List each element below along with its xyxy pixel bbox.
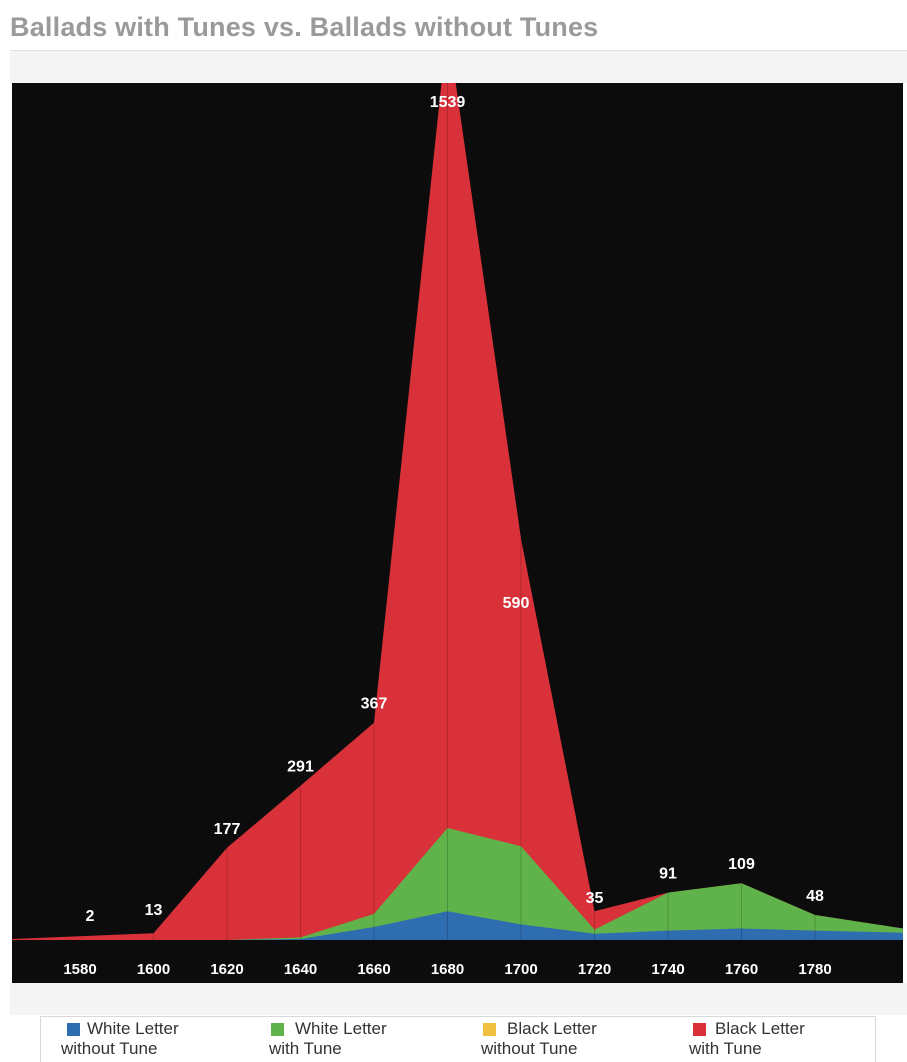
data-label: 2 <box>86 908 95 925</box>
x-tick-label: 1660 <box>357 961 390 978</box>
data-label: 367 <box>361 696 388 713</box>
legend-swatch-black-letter-without-tune <box>483 1023 496 1036</box>
area-chart: 1580 1600 1620 1640 1660 1680 1700 1720 1740 1760… <box>12 83 903 983</box>
legend: White Letter without Tune White Letter wit… <box>40 1016 876 1062</box>
legend-swatch-white-letter-with-tune <box>271 1023 284 1036</box>
legend-label-line1: Black Letter <box>715 1019 805 1038</box>
data-label: 13 <box>145 902 163 919</box>
legend-item-white-letter-with-tune[interactable]: White Letter with Tune <box>269 1019 469 1059</box>
x-tick-label: 1680 <box>431 961 464 978</box>
x-tick-label: 1580 <box>63 961 96 978</box>
legend-label-line1: White Letter <box>295 1019 387 1038</box>
data-label: 48 <box>806 888 824 905</box>
legend-item-black-letter-with-tune[interactable]: Black Letter with Tune <box>689 1019 889 1059</box>
area-white-letter-without-tune[interactable] <box>12 911 903 940</box>
area-black-letter-with-tune[interactable] <box>12 83 903 940</box>
data-label: 291 <box>287 759 314 776</box>
data-labels: 2 13 177 291 367 1539 590 35 91 109 48 <box>86 94 824 925</box>
chart-top-band <box>10 51 907 83</box>
x-tick-label: 1720 <box>578 961 611 978</box>
legend-swatch-black-letter-with-tune <box>693 1023 706 1036</box>
legend-item-black-letter-without-tune[interactable]: Black Letter without Tune <box>481 1019 681 1059</box>
legend-label-line2: without Tune <box>481 1039 578 1058</box>
data-label: 590 <box>503 595 530 612</box>
x-tick-label: 1600 <box>137 961 170 978</box>
data-label: 177 <box>214 821 241 838</box>
x-tick-label: 1640 <box>284 961 317 978</box>
legend-label-line2: with Tune <box>689 1039 762 1058</box>
series-areas <box>12 83 903 940</box>
data-label: 109 <box>728 856 755 873</box>
legend-label-line2: without Tune <box>61 1039 158 1058</box>
x-tick-label: 1740 <box>651 961 684 978</box>
legend-swatch-white-letter-without-tune <box>67 1023 80 1036</box>
x-tick-label: 1620 <box>210 961 243 978</box>
x-axis-ticks: 1580 1600 1620 1640 1660 1680 1700 1720 1740 1760… <box>63 961 831 978</box>
chart-bottom-band <box>10 983 907 1015</box>
x-tick-label: 1700 <box>504 961 537 978</box>
title-divider <box>10 50 907 51</box>
x-tick-label: 1780 <box>798 961 831 978</box>
chart-title: Ballads with Tunes vs. Ballads without T… <box>10 12 599 42</box>
data-label: 1539 <box>430 94 466 111</box>
data-label: 91 <box>659 866 677 883</box>
legend-item-white-letter-without-tune[interactable]: White Letter without Tune <box>61 1019 261 1059</box>
data-label: 35 <box>586 890 604 907</box>
legend-label-line1: Black Letter <box>507 1019 597 1038</box>
area-white-letter-with-tune[interactable] <box>12 828 903 940</box>
legend-label-line2: with Tune <box>269 1039 342 1058</box>
legend-label-line1: White Letter <box>87 1019 179 1038</box>
x-tick-label: 1760 <box>725 961 758 978</box>
